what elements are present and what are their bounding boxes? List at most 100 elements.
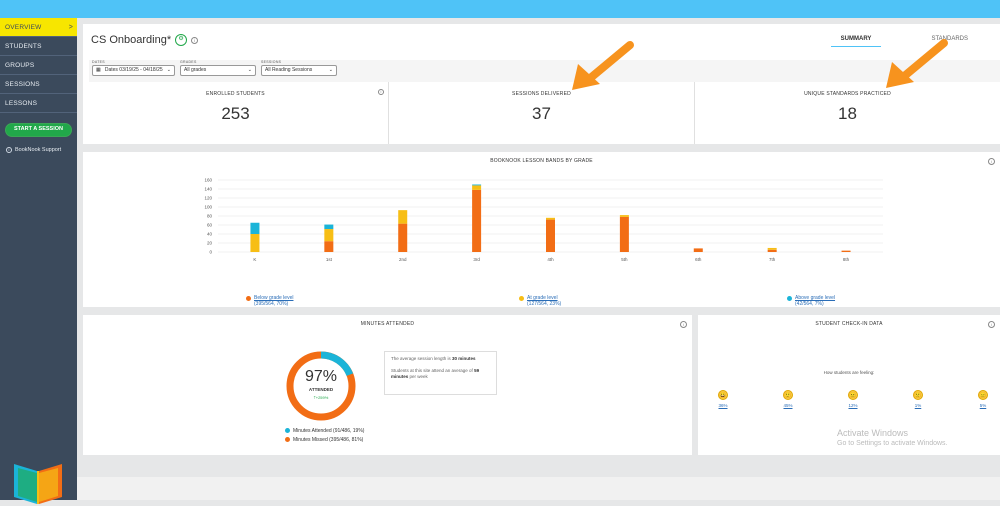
x-tick-label: 5th — [621, 257, 628, 262]
legend-name: At grade level — [527, 295, 558, 301]
checkin-percent[interactable]: 45% — [783, 403, 793, 408]
grades-select[interactable]: All grades ⌄ — [180, 65, 256, 76]
x-tick-label: 3rd — [473, 257, 480, 262]
sidebar: OVERVIEW > STUDENTS GROUPS SESSIONS LESSO… — [0, 18, 77, 504]
checkin-percent[interactable]: 36% — [718, 403, 728, 408]
legend-below[interactable]: Below grade level (395/564, 70%) — [246, 295, 293, 307]
tab-standards[interactable]: STANDARDS — [931, 36, 968, 42]
info-icon[interactable]: i — [191, 36, 199, 44]
sidebar-item-sessions[interactable]: SESSIONS — [0, 75, 77, 94]
legend-above[interactable]: Above grade level (42/564, 7%) — [787, 295, 835, 307]
donut-attended-arc — [286, 351, 356, 421]
info-text: per week — [408, 374, 428, 379]
legend-text: At grade level (127/564, 23%) — [527, 295, 561, 307]
checkin-face-item[interactable]: 🙂 45% — [783, 390, 793, 408]
y-tick-label: 0 — [209, 250, 212, 255]
sidebar-item-label: STUDENTS — [5, 43, 42, 50]
y-tick-label: 140 — [204, 187, 212, 192]
legend-swatch — [519, 296, 524, 301]
stat-value: 37 — [532, 104, 551, 123]
bar-segment — [324, 229, 334, 242]
bar-segment — [619, 215, 629, 217]
date-range-select[interactable]: ▦ Dates 03/19/25 - 04/18/25 ⌄ — [92, 65, 175, 76]
attendance-percent: 97% — [304, 368, 338, 385]
y-tick-label: 80 — [207, 214, 213, 219]
sidebar-item-overview[interactable]: OVERVIEW > — [0, 18, 77, 37]
card-title: MINUTES ATTENDED — [360, 321, 415, 327]
bar-segment — [546, 217, 555, 220]
x-tick-label: 1st — [326, 257, 333, 262]
bar-segment — [767, 249, 777, 252]
legend-detail: (42/564, 7%) — [795, 301, 824, 307]
sidebar-item-lessons[interactable]: LESSONS — [0, 94, 77, 113]
legend-text: Below grade level (395/564, 70%) — [254, 295, 293, 307]
info-text: The average session length is — [391, 356, 453, 361]
filter-label: DATES — [92, 60, 105, 64]
x-tick-label: 7th — [769, 257, 776, 262]
sidebar-item-label: OVERVIEW — [5, 24, 42, 31]
orange-arrow-annotation-2 — [886, 39, 948, 88]
bar-segment — [250, 222, 260, 234]
info-bold: 30 minutes — [452, 356, 476, 361]
checkin-face-item[interactable]: 🙁 1% — [913, 390, 923, 408]
start-session-button[interactable]: START A SESSION — [5, 123, 72, 137]
legend-swatch — [787, 296, 792, 301]
page-title: CS Onboarding* — [91, 34, 172, 46]
bar-segment — [324, 224, 334, 230]
bar-segment — [693, 248, 703, 252]
x-tick-label: 2nd — [399, 257, 407, 262]
info-icon[interactable]: i — [680, 321, 687, 328]
sidebar-item-groups[interactable]: GROUPS — [0, 56, 77, 75]
legend-swatch — [285, 428, 290, 434]
legend-text: Above grade level (42/564, 7%) — [795, 295, 835, 307]
stat-label: ENROLLED STUDENTS — [206, 91, 265, 97]
card-title: STUDENT CHECK-IN DATA — [815, 321, 883, 327]
sessions-value: All Reading Sessions — [265, 67, 313, 73]
info-icon: i — [6, 147, 12, 153]
tabs: SUMMARY STANDARDS — [830, 36, 978, 47]
bar-segment — [472, 184, 482, 186]
stats-row: ENROLLED STUDENTS 253 i SESSIONS DELIVER… — [83, 82, 1000, 144]
checkin-percent[interactable]: 1% — [914, 403, 922, 408]
tab-summary[interactable]: SUMMARY — [830, 36, 882, 47]
checkin-percent[interactable]: 12% — [848, 403, 858, 408]
sad-face-icon: 🙁 — [913, 390, 923, 400]
checkin-face-item[interactable]: 😐 12% — [848, 390, 858, 408]
grinning-face-icon: 😀 — [718, 390, 728, 400]
sidebar-item-label: SESSIONS — [5, 81, 40, 88]
checkin-face-item[interactable]: 😀 36% — [718, 390, 728, 408]
main-area: CS Onboarding* ⚙ i SUMMARY STANDARDS DAT… — [77, 18, 1000, 500]
legend-at[interactable]: At grade level (127/564, 23%) — [519, 295, 561, 307]
smiling-face-icon: 🙂 — [783, 390, 793, 400]
legend-item: Minutes Missed (395/486, 81%) — [285, 436, 364, 445]
chart-title: BOOKNOOK LESSON BANDS BY GRADE — [490, 158, 593, 164]
info-icon[interactable]: i — [988, 158, 995, 165]
checkin-prompt: How students are feeling: — [823, 370, 875, 375]
sessions-select[interactable]: All Reading Sessions ⌄ — [261, 65, 337, 76]
windows-activation-watermark: Activate Windows Go to Settings to activ… — [837, 428, 948, 447]
bar-segment — [398, 210, 408, 224]
bottom-strip — [77, 477, 1000, 500]
chevron-down-icon: ⌄ — [166, 67, 171, 73]
stat-value: 18 — [838, 104, 857, 123]
bar-segment — [250, 234, 260, 252]
support-link[interactable]: i BookNook Support — [0, 147, 77, 153]
student-checkin-card: STUDENT CHECK-IN DATA i How students are… — [698, 315, 1000, 455]
watermark-title: Activate Windows — [837, 428, 909, 438]
info-icon[interactable]: i — [378, 89, 384, 95]
info-icon[interactable]: i — [988, 321, 995, 328]
support-link-label: BookNook Support — [15, 147, 62, 153]
sidebar-item-students[interactable]: STUDENTS — [0, 37, 77, 56]
minutes-legend: Minutes Attended (91/486, 19%) Minutes M… — [285, 427, 364, 445]
grades-filter: GRADES All grades ⌄ — [180, 60, 256, 88]
y-tick-label: 120 — [204, 196, 212, 201]
stat-value: 253 — [221, 104, 250, 123]
attendance-donut: 97% ATTENDED 🡑+259% — [285, 350, 357, 422]
checkin-percent[interactable]: 5% — [979, 403, 987, 408]
top-bar — [0, 0, 1000, 18]
calendar-icon: ▦ — [96, 67, 101, 73]
settings-icon[interactable]: ⚙ — [175, 34, 188, 46]
donut-chart — [286, 351, 356, 421]
checkin-face-item[interactable]: 😑 5% — [978, 390, 988, 408]
legend-name: Above grade level — [795, 295, 836, 301]
